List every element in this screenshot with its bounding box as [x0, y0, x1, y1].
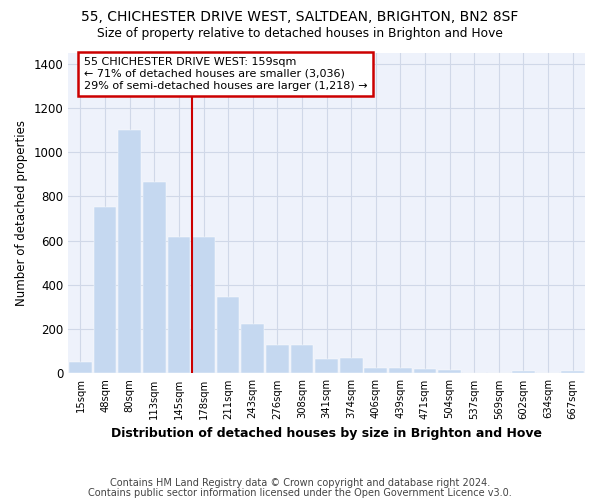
Bar: [315, 359, 338, 374]
Bar: [143, 182, 166, 374]
X-axis label: Distribution of detached houses by size in Brighton and Hove: Distribution of detached houses by size …: [111, 427, 542, 440]
Bar: [266, 344, 289, 374]
Text: 55 CHICHESTER DRIVE WEST: 159sqm
← 71% of detached houses are smaller (3,036)
29: 55 CHICHESTER DRIVE WEST: 159sqm ← 71% o…: [83, 58, 367, 90]
Bar: [364, 368, 387, 374]
Bar: [414, 370, 436, 374]
Bar: [241, 324, 264, 374]
Text: 55, CHICHESTER DRIVE WEST, SALTDEAN, BRIGHTON, BN2 8SF: 55, CHICHESTER DRIVE WEST, SALTDEAN, BRI…: [82, 10, 518, 24]
Bar: [118, 130, 141, 374]
Bar: [69, 362, 92, 374]
Bar: [389, 368, 412, 374]
Bar: [94, 208, 116, 374]
Text: Contains HM Land Registry data © Crown copyright and database right 2024.: Contains HM Land Registry data © Crown c…: [110, 478, 490, 488]
Bar: [340, 358, 362, 374]
Text: Contains public sector information licensed under the Open Government Licence v3: Contains public sector information licen…: [88, 488, 512, 498]
Bar: [217, 297, 239, 374]
Y-axis label: Number of detached properties: Number of detached properties: [15, 120, 28, 306]
Text: Size of property relative to detached houses in Brighton and Hove: Size of property relative to detached ho…: [97, 28, 503, 40]
Bar: [290, 344, 313, 374]
Bar: [439, 370, 461, 374]
Bar: [167, 238, 190, 374]
Bar: [562, 371, 584, 374]
Bar: [512, 371, 535, 374]
Bar: [192, 238, 215, 374]
